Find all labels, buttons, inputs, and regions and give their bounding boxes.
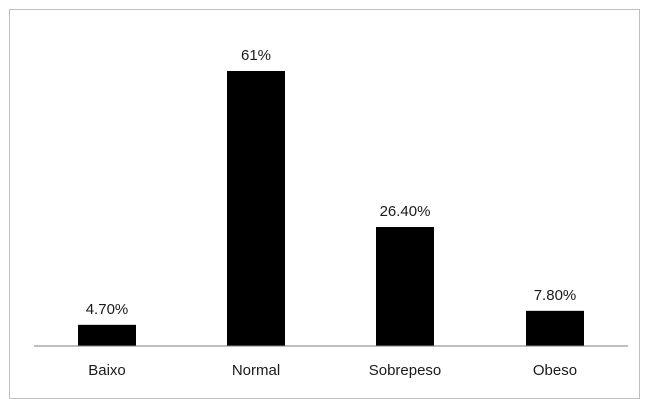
- data-label-normal: 61%: [241, 47, 271, 64]
- bar-sobrepeso: [376, 226, 434, 346]
- bar-obeso: [526, 310, 584, 346]
- category-label-obeso: Obeso: [533, 362, 577, 379]
- data-label-sobrepeso: 26.40%: [380, 203, 431, 220]
- category-label-baixo: Baixo: [88, 362, 126, 379]
- data-label-baixo: 4.70%: [86, 301, 129, 318]
- bar-normal: [227, 71, 285, 346]
- category-label-sobrepeso: Sobrepeso: [369, 362, 442, 379]
- data-label-obeso: 7.80%: [534, 287, 577, 304]
- bars-group: [78, 71, 584, 346]
- category-label-normal: Normal: [232, 362, 280, 379]
- bar-baixo: [78, 324, 136, 346]
- bar-chart: 4.70% 61% 26.40% 7.80% Baixo Normal Sobrepeso…: [34, 47, 628, 379]
- data-labels-group: 4.70% 61% 26.40% 7.80%: [86, 47, 577, 318]
- category-labels-group: Baixo Normal Sobrepeso Obeso: [88, 362, 577, 379]
